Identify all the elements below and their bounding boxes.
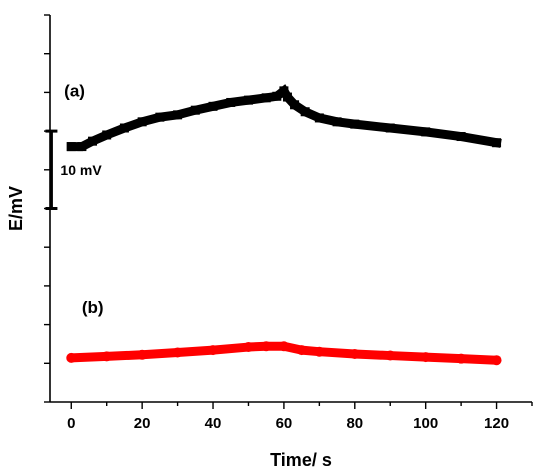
data-point [261, 93, 271, 103]
data-point [349, 349, 360, 360]
x-ticks: 0 20 40 60 80 100 120 [67, 402, 533, 432]
data-point [314, 113, 324, 123]
series-label: (a) [64, 81, 85, 100]
data-point [350, 119, 360, 129]
data-point [300, 107, 310, 117]
data-point [491, 355, 502, 366]
x-axis-title: Time/ s [270, 450, 332, 470]
data-point [190, 105, 200, 115]
data-point [119, 123, 129, 133]
data-point [456, 353, 467, 364]
x-tick-label: 120 [484, 415, 509, 432]
x-tick-label: 40 [205, 415, 222, 432]
y-axis-title: E/mV [6, 186, 26, 231]
series-labels: (a) (b) [64, 81, 103, 317]
x-tick-label: 60 [276, 415, 293, 432]
data-point [137, 117, 147, 127]
scale-bar: 10 mV [45, 129, 102, 210]
data-point [77, 142, 87, 152]
data-point [278, 341, 289, 352]
data-point [296, 345, 307, 356]
data-point [492, 138, 502, 148]
data-point [420, 352, 431, 363]
data-point [66, 352, 77, 363]
data-point [314, 346, 325, 357]
data-point [261, 341, 272, 352]
data-point [385, 350, 396, 361]
data-point [279, 86, 289, 96]
data-point [421, 127, 431, 137]
data-point [88, 136, 98, 146]
data-point [173, 110, 183, 120]
data-point [208, 345, 219, 356]
data-point [208, 101, 218, 111]
data-point [102, 130, 112, 140]
data-point [66, 142, 76, 152]
series-group [66, 84, 502, 366]
data-point [272, 91, 282, 101]
data-point [137, 349, 148, 360]
series-label: (b) [82, 298, 104, 317]
data-point [456, 132, 466, 142]
data-point [172, 347, 183, 358]
data-point [243, 95, 253, 105]
x-tick-label: 80 [346, 415, 363, 432]
data-point [385, 123, 395, 133]
x-tick-label: 20 [134, 415, 151, 432]
data-point [282, 92, 292, 102]
x-tick-label: 0 [67, 415, 75, 432]
x-tick-label: 100 [413, 415, 438, 432]
scale-bar-label: 10 mV [60, 162, 102, 178]
data-point [243, 342, 254, 353]
data-point [101, 351, 112, 362]
data-point [155, 112, 165, 122]
data-point [332, 117, 342, 127]
data-point [290, 100, 300, 110]
data-point [226, 97, 236, 107]
